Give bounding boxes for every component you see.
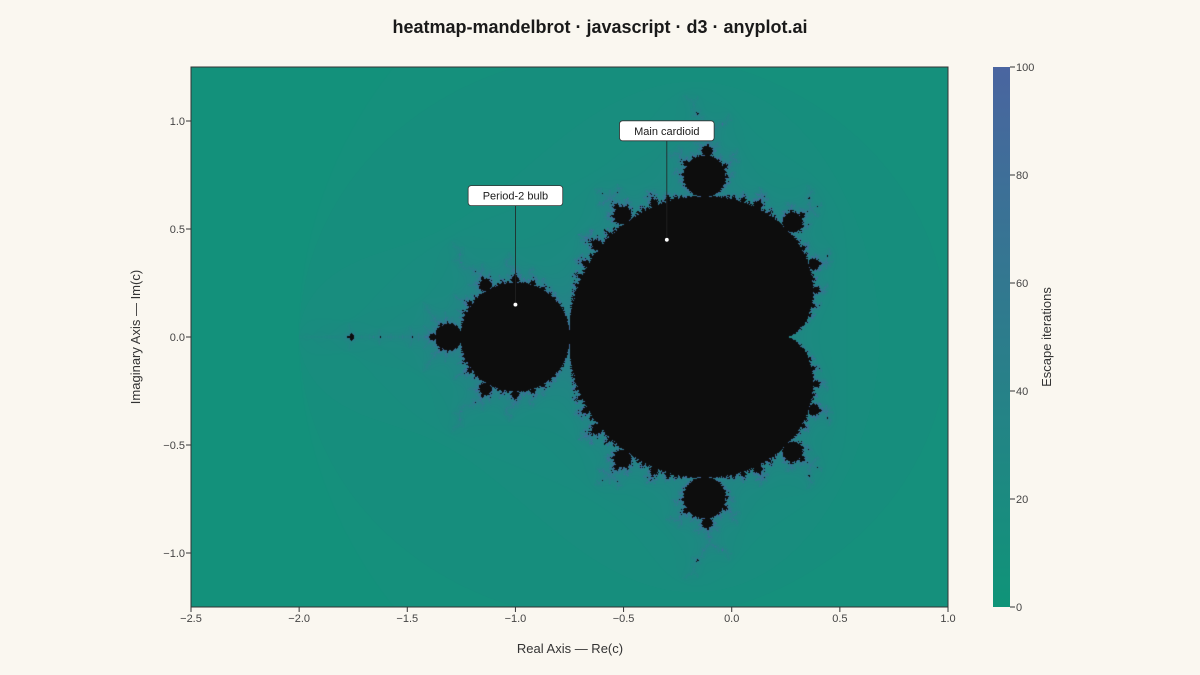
chart-title: heatmap-mandelbrot · javascript · d3 · a… [392,17,807,37]
colorbar-tick-label: 0 [1016,602,1022,614]
annotations: Main cardioid Period-2 bulb [467,120,715,308]
x-tick-label: 1.0 [940,613,955,625]
x-tick-label: −1.0 [505,613,527,625]
x-axis-title: Real Axis — Re(c) [517,641,623,656]
x-tick-label: 0.0 [724,613,739,625]
annotation-point [664,237,670,243]
y-axis: 1.0 0.5 0.0 −0.5 −1.0 [163,116,191,560]
x-tick-label: −0.5 [613,613,635,625]
annotation-label: Period-2 bulb [483,191,548,203]
colorbar-tick-label: 100 [1016,62,1034,74]
colorbar-tick-label: 80 [1016,170,1028,182]
colorbar-axis: 0 20 40 60 80 100 [1010,62,1034,614]
colorbar [993,67,1010,607]
annotation-label: Main cardioid [634,126,699,138]
x-tick-label: −2.0 [288,613,310,625]
plot-frame [190,66,949,608]
annotation-point [512,302,518,308]
x-tick-label: 0.5 [832,613,847,625]
x-axis: −2.5 −2.0 −1.5 −1.0 −0.5 0.0 0.5 1.0 [180,607,956,625]
colorbar-tick-label: 60 [1016,278,1028,290]
y-tick-label: 0.5 [170,224,185,236]
y-axis-title: Imaginary Axis — Im(c) [128,270,143,404]
colorbar-tick-label: 40 [1016,386,1028,398]
colorbar-tick-label: 20 [1016,494,1028,506]
colorbar-title: Escape iterations [1039,287,1054,387]
y-tick-label: −1.0 [163,548,185,560]
annotation-box [467,185,564,207]
y-tick-label: 0.0 [170,332,185,344]
y-tick-label: −0.5 [163,440,185,452]
y-tick-label: 1.0 [170,116,185,128]
mandelbrot-heatmap [191,67,948,607]
x-tick-label: −2.5 [180,613,202,625]
annotation-box [619,120,715,142]
x-tick-label: −1.5 [396,613,418,625]
